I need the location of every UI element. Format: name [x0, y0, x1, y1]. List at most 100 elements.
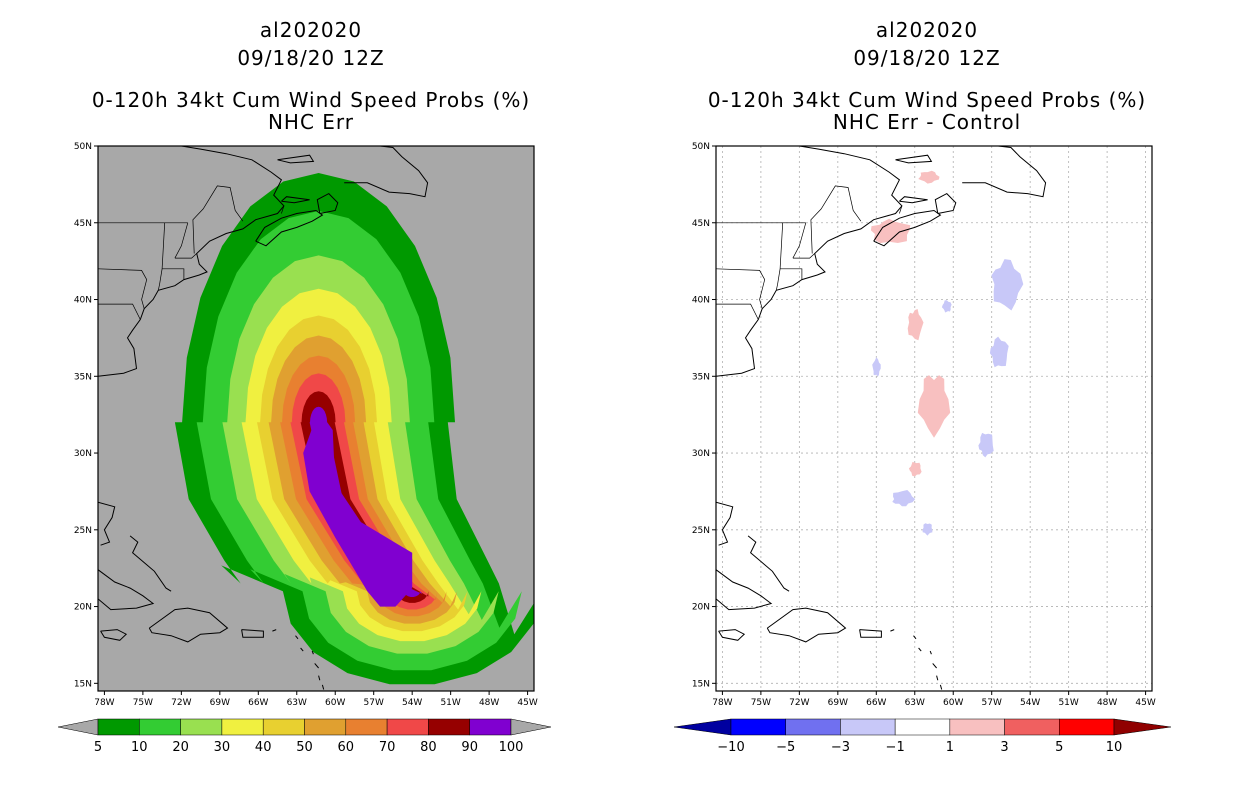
left-datetime: 09/18/20 12Z	[237, 46, 385, 70]
left-storm-id: al202020	[259, 18, 363, 42]
coastline	[295, 635, 299, 640]
x-tick-label: 78W	[712, 698, 732, 708]
coastline	[859, 629, 882, 638]
coastline	[300, 647, 304, 652]
state-border	[157, 222, 166, 291]
right-chart-title: al202020 09/18/20 12Z 0-120h 34kt Cum Wi…	[647, 18, 1207, 134]
colorbar-label: 40	[255, 740, 272, 755]
coastline	[255, 209, 324, 247]
coastline	[321, 684, 325, 690]
positive-difference-patch	[918, 170, 940, 184]
y-tick-label: 40N	[692, 296, 710, 306]
coastline	[281, 196, 310, 204]
colorbar-swatch	[97, 718, 140, 736]
coastline	[716, 146, 903, 377]
coastline	[716, 569, 773, 611]
colorbar-high-extend	[510, 718, 552, 736]
colorbar-label: −5	[776, 740, 795, 755]
colorbar-label: 80	[420, 740, 437, 755]
coastline	[936, 675, 939, 681]
y-tick-label: 40N	[74, 296, 92, 306]
colorbar-swatch	[894, 718, 951, 736]
right-datetime: 09/18/20 12Z	[853, 46, 1001, 70]
state-border	[98, 303, 141, 320]
coastline	[873, 209, 942, 247]
x-tick-label: 69W	[828, 698, 848, 708]
right-subtitle: NHC Err - Control	[832, 110, 1022, 134]
coastline	[934, 192, 957, 214]
colorbar-label: 60	[338, 740, 355, 755]
left-plot-area	[98, 146, 534, 691]
colorbar-label: 10	[1106, 740, 1123, 755]
right-map-panel: 78W 75W 72W 69W 66W 63W 60W 57W 54W 51W 48W 45W 15N 2…	[692, 142, 1156, 708]
y-tick-label: 15N	[692, 679, 710, 689]
negative-difference-patch	[989, 336, 1009, 368]
x-tick-label: 63W	[287, 698, 307, 708]
left-chart-title: al202020 09/18/20 12Z 0-120h 34kt Cum Wi…	[31, 18, 591, 134]
coastline	[718, 629, 746, 641]
y-tick-label: 25N	[692, 526, 710, 536]
colorbar-swatch	[840, 718, 896, 736]
colorbar-label: 5	[94, 740, 102, 755]
colorbar-label: −1	[886, 740, 905, 755]
coastline	[148, 607, 229, 643]
colorbar-swatch	[139, 718, 181, 736]
coastline	[272, 629, 277, 632]
colorbar-label: 10	[131, 740, 148, 755]
colorbar-swatch	[730, 718, 786, 736]
y-tick-label: 45N	[692, 219, 710, 229]
left-colorbar: 5 10 20 30 40 50 60 70 80 90 100	[57, 718, 552, 755]
coastline	[318, 675, 321, 681]
coastline	[98, 569, 155, 611]
x-tick-label: 69W	[210, 698, 230, 708]
y-tick-label: 30N	[692, 449, 710, 459]
left-product-title: 0-120h 34kt Cum Wind Speed Probs (%)	[91, 88, 531, 112]
y-tick-label: 50N	[74, 142, 92, 152]
coastline	[766, 607, 847, 643]
coastline	[918, 647, 922, 652]
coastline	[129, 535, 172, 592]
x-tick-label: 51W	[440, 698, 460, 708]
coastline	[344, 146, 429, 198]
coastline	[316, 192, 339, 214]
colorbar-swatch	[785, 718, 841, 736]
contour-core	[303, 410, 413, 607]
coastline	[100, 629, 128, 641]
state-border	[775, 222, 784, 291]
state-border	[792, 253, 815, 259]
x-tick-label: 57W	[364, 698, 384, 708]
negative-difference-patch	[922, 523, 933, 536]
x-tick-label: 48W	[1097, 698, 1117, 708]
x-tick-label: 75W	[751, 698, 771, 708]
positive-difference-patch	[870, 218, 911, 244]
x-tick-label: 63W	[905, 698, 925, 708]
colorbar-label: −10	[717, 740, 744, 755]
colorbar-label: 50	[296, 740, 313, 755]
x-tick-label: 60W	[325, 698, 345, 708]
y-tick-label: 20N	[74, 603, 92, 613]
colorbar-label: 1	[946, 740, 954, 755]
left-map-panel: 78W 75W 72W 69W 66W 63W 60W 57W 54W 51W 48W 45W 15N 2…	[74, 142, 538, 708]
positive-difference-patch	[908, 461, 922, 477]
state-border	[98, 268, 148, 309]
positive-difference-patch	[917, 375, 951, 438]
coastline	[890, 629, 895, 632]
negative-difference-patch	[978, 432, 994, 458]
colorbar-label: −3	[831, 740, 850, 755]
coastline	[895, 154, 933, 164]
coastline	[277, 154, 315, 164]
x-tick-label: 60W	[943, 698, 963, 708]
coastline	[932, 663, 937, 669]
colorbar-swatch	[1004, 718, 1060, 736]
x-tick-label: 54W	[1020, 698, 1040, 708]
colorbar-swatch	[180, 718, 223, 736]
coastline	[899, 196, 928, 204]
state-border	[281, 205, 285, 214]
coastline	[98, 501, 116, 546]
state-border	[162, 268, 185, 280]
right-map-frame	[715, 145, 1153, 692]
y-tick-label: 45N	[74, 219, 92, 229]
coastline	[929, 650, 932, 655]
left-map-frame	[97, 145, 535, 692]
